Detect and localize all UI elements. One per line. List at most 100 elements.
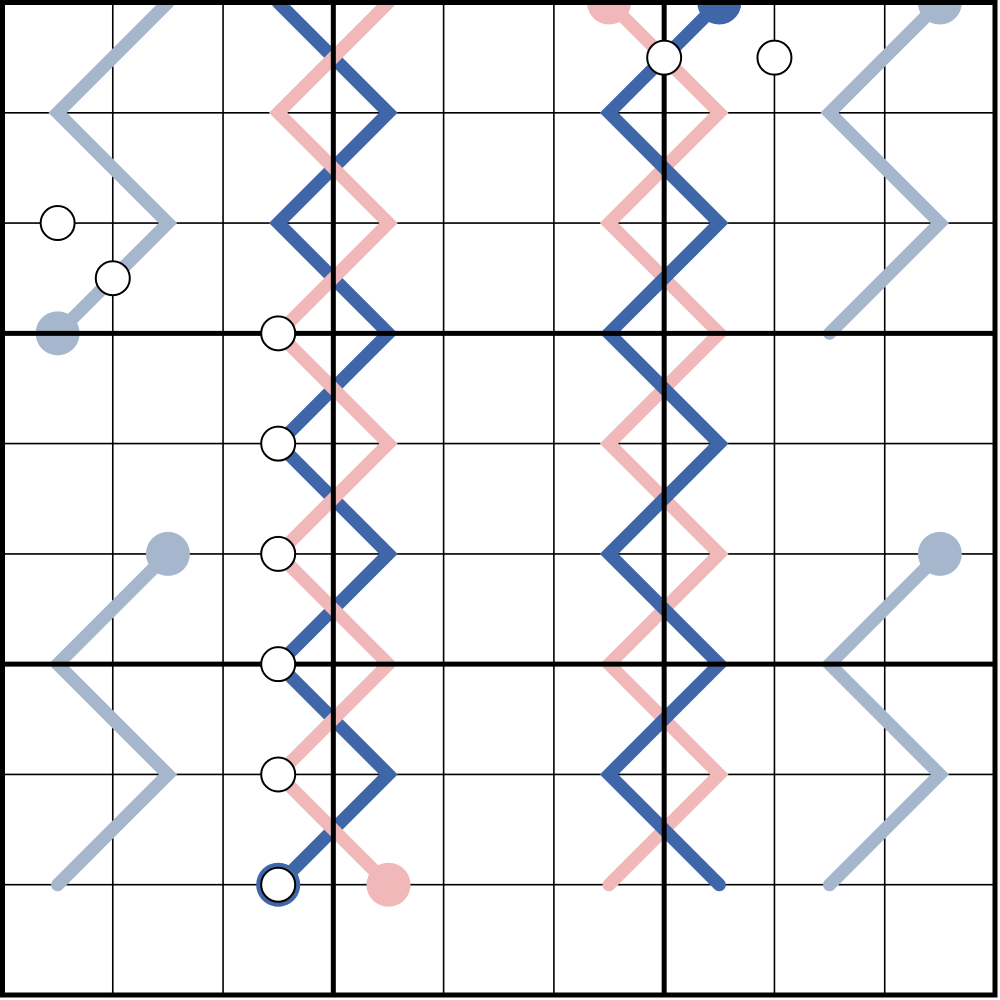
blue-thermo-right-bulb	[697, 0, 742, 25]
cell-r3c4[interactable]	[333, 223, 444, 334]
cell-r2c4[interactable]	[333, 112, 444, 224]
cell-r4c8[interactable]	[774, 333, 885, 444]
cell-r2c2[interactable]	[112, 112, 224, 224]
cell-r1c3[interactable]	[223, 2, 334, 113]
white-dot	[260, 646, 297, 683]
cell-r1c2[interactable]	[112, 2, 224, 113]
cell-r7c6[interactable]	[553, 664, 665, 775]
cell-r3c2[interactable]	[112, 223, 224, 334]
pink-thermo-right-bulb	[587, 0, 632, 25]
cell-r5c1[interactable]	[2, 443, 113, 554]
cell-r9c8[interactable]	[774, 884, 885, 995]
cell-r2c6[interactable]	[553, 112, 665, 224]
cell-r6c8[interactable]	[774, 553, 885, 665]
cell-r8c6[interactable]	[553, 774, 665, 885]
cell-r8c1[interactable]	[2, 774, 113, 885]
gray-thermo-bottom-left-path	[48, 547, 178, 892]
cell-r9c5[interactable]	[443, 884, 554, 995]
cell-r6c6[interactable]	[553, 553, 665, 665]
cell-r3c8[interactable]	[774, 223, 885, 334]
cell-r6c3[interactable]	[223, 553, 334, 665]
cell-r7c3[interactable]	[223, 664, 334, 775]
blue-thermo-right-path	[599, 0, 729, 892]
cell-r3c7[interactable]	[664, 223, 775, 334]
cell-r5c3[interactable]	[223, 443, 334, 554]
cell-r2c3[interactable]	[223, 112, 334, 224]
cell-r7c9[interactable]	[884, 664, 995, 775]
cell-r4c2[interactable]	[112, 333, 224, 444]
cell-r5c5[interactable]	[443, 443, 554, 554]
cell-r1c5[interactable]	[443, 2, 554, 113]
cell-r8c2[interactable]	[112, 774, 224, 885]
cell-r6c4[interactable]	[333, 553, 444, 665]
white-dot	[646, 39, 683, 76]
gray-thermo-bottom-left-bulb	[145, 531, 190, 576]
gray-thermo-bottom-right-bulb	[917, 531, 962, 576]
white-dot	[260, 425, 297, 462]
cell-r3c9[interactable]	[884, 223, 995, 334]
gray-thermo-top-right-bulb	[917, 0, 962, 25]
cell-r1c4[interactable]	[333, 2, 444, 113]
cell-r9c1[interactable]	[2, 884, 113, 995]
cell-r6c5[interactable]	[443, 553, 554, 665]
cell-r4c6[interactable]	[553, 333, 665, 444]
gray-thermo-bottom-right-path	[820, 547, 950, 892]
white-dot	[94, 260, 131, 297]
cell-r9c6[interactable]	[553, 884, 665, 995]
cell-r4c7[interactable]	[664, 333, 775, 444]
gray-thermo-bottom-left	[48, 531, 190, 892]
blue-thermo-right	[599, 0, 742, 892]
cell-r3c5[interactable]	[443, 223, 554, 334]
cell-r9c2[interactable]	[112, 884, 224, 995]
white-dot	[260, 315, 297, 352]
gray-thermo-top-right	[820, 0, 962, 340]
cell-r7c1[interactable]	[2, 664, 113, 775]
cell-r1c8[interactable]	[774, 2, 885, 113]
cell-r7c5[interactable]	[443, 664, 554, 775]
gray-thermo-top-right-path	[820, 0, 950, 340]
cell-r7c7[interactable]	[664, 664, 775, 775]
cell-r3c6[interactable]	[553, 223, 665, 334]
cell-r5c8[interactable]	[774, 443, 885, 554]
cell-r4c3[interactable]	[223, 333, 334, 444]
cell-r7c4[interactable]	[333, 664, 444, 775]
cell-r4c4[interactable]	[333, 333, 444, 444]
cell-r2c1[interactable]	[2, 112, 113, 224]
cell-r2c7[interactable]	[664, 112, 775, 224]
cell-r2c5[interactable]	[443, 112, 554, 224]
pink-thermo-left	[269, 0, 411, 907]
cell-r3c3[interactable]	[223, 223, 334, 334]
cell-r9c7[interactable]	[664, 884, 775, 995]
white-dot	[39, 205, 76, 242]
cell-r2c9[interactable]	[884, 112, 995, 224]
cell-r9c9[interactable]	[884, 884, 995, 995]
cell-r8c7[interactable]	[664, 774, 775, 885]
gray-thermo-bottom-right	[820, 531, 962, 892]
cell-r6c1[interactable]	[2, 553, 113, 665]
cell-r4c9[interactable]	[884, 333, 995, 444]
kropki-dots	[39, 39, 793, 903]
cell-r7c8[interactable]	[774, 664, 885, 775]
cell-r1c1[interactable]	[2, 2, 113, 113]
cell-r4c5[interactable]	[443, 333, 554, 444]
cell-r5c4[interactable]	[333, 443, 444, 554]
white-dot	[260, 535, 297, 572]
white-dot	[260, 756, 297, 793]
white-dot	[260, 866, 297, 903]
cell-r2c8[interactable]	[774, 112, 885, 224]
cell-r7c2[interactable]	[112, 664, 224, 775]
thermometer-lines	[35, 0, 962, 907]
cell-r8c8[interactable]	[774, 774, 885, 885]
cell-r8c9[interactable]	[884, 774, 995, 885]
cell-r5c6[interactable]	[553, 443, 665, 554]
pink-thermo-left-path	[269, 0, 398, 892]
pink-thermo-left-bulb	[366, 862, 411, 907]
pink-thermo-right	[587, 0, 729, 892]
pink-thermo-right-path	[599, 0, 729, 892]
cell-r8c5[interactable]	[443, 774, 554, 885]
cell-r5c7[interactable]	[664, 443, 775, 554]
white-dot	[756, 39, 793, 76]
cell-r6c7[interactable]	[664, 553, 775, 665]
